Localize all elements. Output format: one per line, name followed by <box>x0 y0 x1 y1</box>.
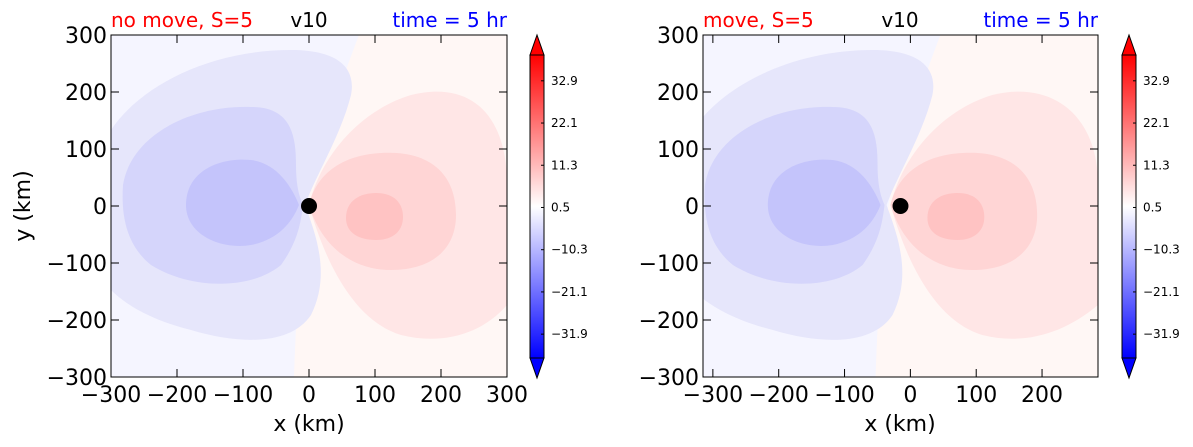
x-tick-label: −300 <box>81 383 141 408</box>
x-tick-label: 200 <box>420 383 462 408</box>
colorbar-gradient <box>529 54 545 359</box>
colorbar-extend-bottom <box>529 357 545 380</box>
storm-center-marker <box>301 198 317 214</box>
x-tick-label: 200 <box>1021 383 1063 408</box>
contour-band <box>346 193 403 240</box>
contour-field <box>111 35 507 377</box>
colorbar-tick-label: −10.3 <box>551 243 588 257</box>
x-tick-label: 0 <box>302 383 316 408</box>
y-tick-label: 200 <box>65 81 107 106</box>
colorbar-extend-top <box>1121 33 1137 56</box>
colorbar-extend-top <box>529 33 545 56</box>
y-tick-label: 200 <box>657 81 699 106</box>
x-axis-label: x (km) <box>864 412 935 437</box>
colorbar-tick-label: −31.9 <box>551 327 588 341</box>
x-tick-label: −300 <box>683 383 743 408</box>
x-tick-label: −100 <box>213 383 273 408</box>
panel-title-center: v10 <box>290 8 327 32</box>
y-tick-label: 300 <box>657 24 699 49</box>
y-axis: 300 200 100 0 −100 −200 −300 <box>639 24 1098 391</box>
panel-move: move, S=5 v10 time = 5 hr −300 −200 −100 0 1… <box>639 8 1180 437</box>
y-tick-label: 100 <box>65 138 107 163</box>
colorbar-tick-label: −10.3 <box>1143 243 1180 257</box>
colorbar-ticks: 32.9 22.1 11.3 0.5 −10.3 −21.1 −31.9 <box>1133 74 1180 341</box>
panel-title-left: no move, S=5 <box>111 8 253 32</box>
y-tick-label: 0 <box>685 195 699 220</box>
x-tick-label: 0 <box>903 383 917 408</box>
colorbar-tick-label: 32.9 <box>551 74 578 88</box>
x-tick-label: 300 <box>486 383 528 408</box>
colorbar-tick-label: 0.5 <box>1143 200 1162 214</box>
colorbar: 32.9 22.1 11.3 0.5 −10.3 −21.1 −31.9 <box>529 33 588 380</box>
colorbar-tick-label: 0.5 <box>551 200 570 214</box>
y-tick-label: −100 <box>639 252 699 277</box>
colorbar: 32.9 22.1 11.3 0.5 −10.3 −21.1 −31.9 <box>1121 33 1180 380</box>
colorbar-tick-label: 11.3 <box>551 158 578 172</box>
y-tick-label: −300 <box>47 366 107 391</box>
x-axis-label: x (km) <box>273 412 344 437</box>
contour-field <box>703 35 1098 377</box>
x-tick-label: −200 <box>147 383 207 408</box>
y-tick-label: −200 <box>639 309 699 334</box>
contour-band <box>767 159 881 246</box>
panel-title-right: time = 5 hr <box>983 8 1098 32</box>
contour-band <box>927 193 985 240</box>
colorbar-extend-bottom <box>1121 357 1137 380</box>
panel-title-right: time = 5 hr <box>392 8 507 32</box>
colorbar-tick-label: 22.1 <box>1143 116 1170 130</box>
colorbar-ticks: 32.9 22.1 11.3 0.5 −10.3 −21.1 −31.9 <box>541 74 588 341</box>
colorbar-tick-label: 22.1 <box>551 116 578 130</box>
contour-band <box>186 159 299 246</box>
y-tick-label: −100 <box>47 252 107 277</box>
y-tick-label: 0 <box>93 195 107 220</box>
x-axis: −300 −200 −100 0 100 200 300 <box>81 35 528 408</box>
x-axis: −300 −200 −100 0 100 200 <box>683 35 1063 408</box>
x-tick-label: −200 <box>748 383 808 408</box>
panel-no-move: no move, S=5 v10 time = 5 hr −300 −200 −10… <box>11 8 588 437</box>
x-tick-label: 100 <box>955 383 997 408</box>
storm-center-marker <box>892 198 909 214</box>
y-tick-label: −300 <box>639 366 699 391</box>
colorbar-tick-label: −21.1 <box>551 285 588 299</box>
y-tick-label: 300 <box>65 24 107 49</box>
colorbar-tick-label: −31.9 <box>1143 327 1180 341</box>
y-axis-label: y (km) <box>11 170 36 241</box>
x-tick-label: −100 <box>814 383 874 408</box>
panel-title-center: v10 <box>881 8 918 32</box>
y-axis: 300 200 100 0 −100 −200 −300 <box>47 24 507 391</box>
colorbar-tick-label: −21.1 <box>1143 285 1180 299</box>
colorbar-gradient <box>1121 54 1137 359</box>
y-tick-label: 100 <box>657 138 699 163</box>
y-tick-label: −200 <box>47 309 107 334</box>
colorbar-tick-label: 32.9 <box>1143 74 1170 88</box>
x-tick-label: 100 <box>354 383 396 408</box>
panel-title-left: move, S=5 <box>703 8 814 32</box>
colorbar-tick-label: 11.3 <box>1143 158 1170 172</box>
